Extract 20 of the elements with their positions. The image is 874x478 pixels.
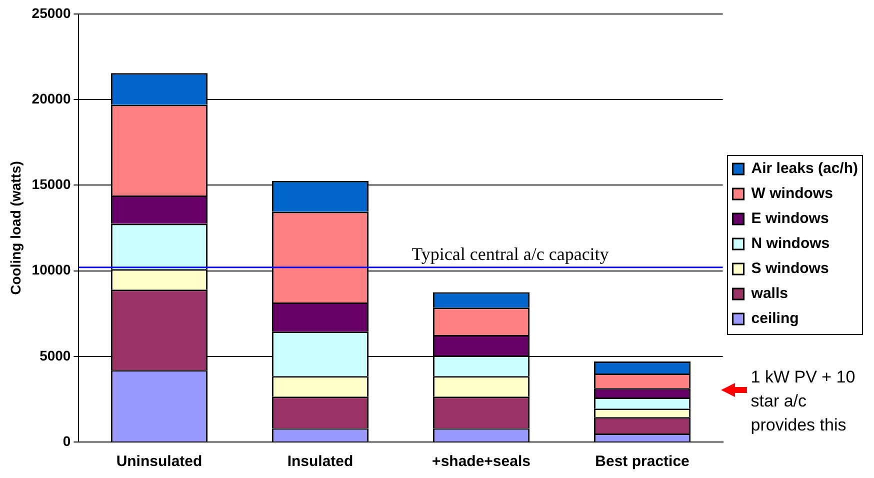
legend-label: W windows xyxy=(751,185,833,202)
ref-line-label: Typical central a/c capacity xyxy=(412,244,609,264)
y-tick-label: 15000 xyxy=(32,176,71,192)
legend-label: S windows xyxy=(751,260,829,278)
text: 1 kW PV + 10 star a/c provides this xyxy=(750,368,856,435)
legend-label: N windows xyxy=(751,235,830,252)
x-tick-label: Insulated xyxy=(287,453,354,470)
y-tick-label: 10000 xyxy=(32,262,71,278)
y-tick-label: 5000 xyxy=(40,347,71,364)
legend-label: walls xyxy=(750,285,788,302)
x-tick-label: Best practice xyxy=(595,453,690,470)
x-tick-label: +shade+seals xyxy=(432,453,530,470)
legend-label: ceiling xyxy=(751,310,799,328)
legend-label: Air leaks (ac/h) xyxy=(751,160,858,178)
y-tick-label: 0 xyxy=(62,432,71,449)
y-tick-label: 25000 xyxy=(32,4,71,21)
legend-label: E windows xyxy=(751,210,829,228)
x-tick-label: Uninsulated xyxy=(116,453,202,470)
y-tick-label: 20000 xyxy=(32,90,71,106)
y-axis-title: Cooling load (watts) xyxy=(7,161,24,295)
